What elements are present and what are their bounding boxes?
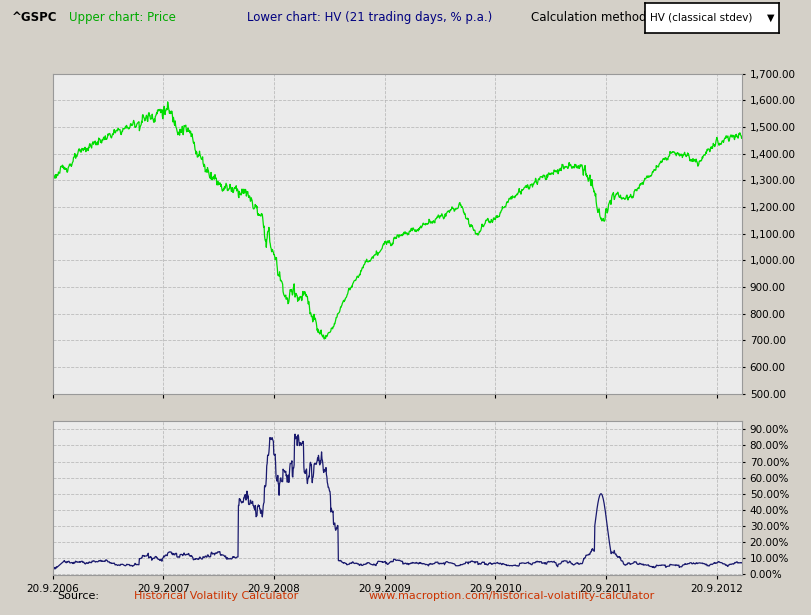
Text: Historical Volatility Calculator: Historical Volatility Calculator	[134, 592, 298, 601]
Text: HV (classical stdev): HV (classical stdev)	[650, 13, 752, 23]
Text: Source:: Source:	[57, 592, 99, 601]
Text: Upper chart: Price: Upper chart: Price	[69, 11, 176, 25]
Text: ▼: ▼	[766, 13, 775, 23]
Text: www.macroption.com/historical-volatility-calculator: www.macroption.com/historical-volatility…	[369, 592, 655, 601]
Text: Lower chart: HV (21 trading days, % p.a.): Lower chart: HV (21 trading days, % p.a.…	[247, 11, 492, 25]
Text: Calculation method:: Calculation method:	[531, 11, 650, 25]
Text: ^GSPC: ^GSPC	[12, 11, 58, 25]
